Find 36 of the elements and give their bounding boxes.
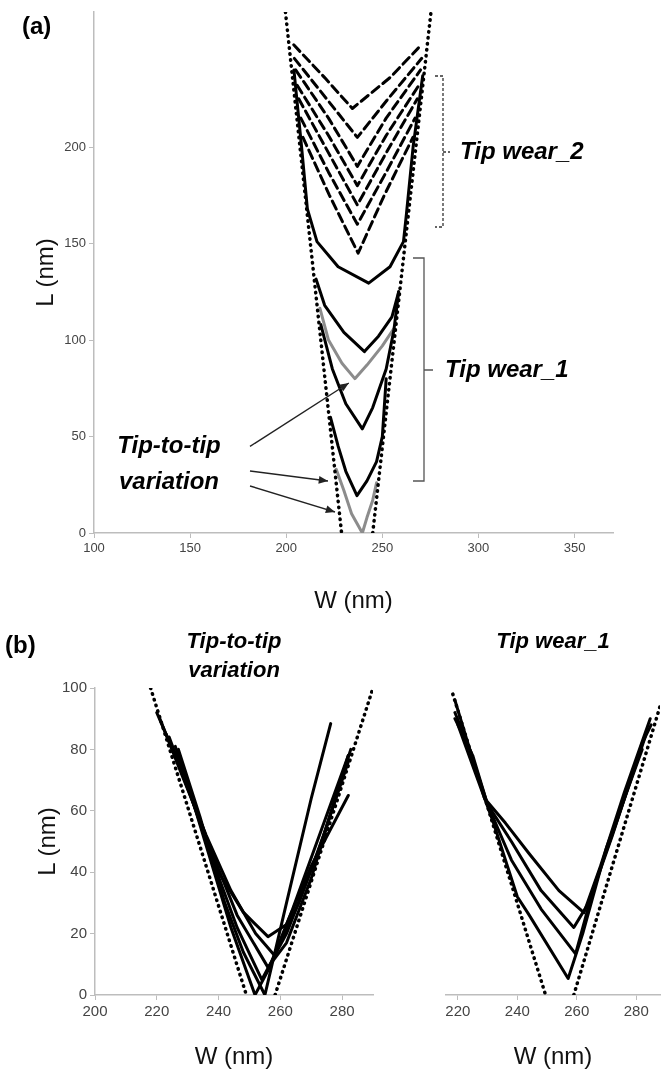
annotation: Tip wear_2 — [460, 136, 585, 164]
x-tick-label: 250 — [371, 540, 394, 556]
y-tick-label: 0 — [78, 524, 86, 540]
y-tick-label: 80 — [70, 739, 87, 757]
x-tick-label: 350 — [563, 540, 586, 556]
y-tick-label: 100 — [64, 331, 86, 347]
y-axis-title: L (nm) — [33, 807, 61, 876]
x-axis-title: W (nm) — [194, 1042, 274, 1070]
y-tick-label: 60 — [70, 800, 87, 818]
x-tick-label: 240 — [504, 1002, 530, 1020]
x-tick-label: 260 — [564, 1002, 590, 1020]
x-tick-label: 240 — [206, 1002, 232, 1020]
y-tick-label: 20 — [70, 923, 87, 941]
x-axis-title: W (nm) — [513, 1042, 593, 1070]
annotation: Tip wear_1 — [445, 354, 569, 382]
x-tick-label: 260 — [267, 1002, 293, 1020]
x-axis-title: W (nm) — [314, 586, 393, 614]
x-tick-label: 280 — [329, 1002, 355, 1020]
y-tick-label: 40 — [70, 862, 87, 880]
text: (a) — [22, 11, 52, 39]
y-tick-label: 100 — [61, 678, 87, 696]
x-tick-label: 150 — [179, 540, 201, 556]
annotation: Tip-to-tip variation — [117, 430, 221, 494]
y-tick-label: 200 — [64, 138, 86, 154]
text: (b) — [5, 630, 36, 658]
chart-title: Tip-to-tip variation — [186, 628, 282, 683]
y-tick-label: 150 — [64, 235, 86, 251]
y-axis-title: L (nm) — [31, 238, 59, 307]
y-tick-label: 0 — [78, 985, 87, 1003]
x-tick-label: 220 — [445, 1002, 471, 1020]
x-tick-label: 280 — [623, 1002, 649, 1020]
y-tick-label: 50 — [71, 428, 86, 444]
x-tick-label: 300 — [467, 540, 490, 556]
x-tick-label: 200 — [275, 540, 298, 556]
chart-title: Tip wear_1 — [496, 628, 610, 654]
x-tick-label: 220 — [144, 1002, 170, 1020]
